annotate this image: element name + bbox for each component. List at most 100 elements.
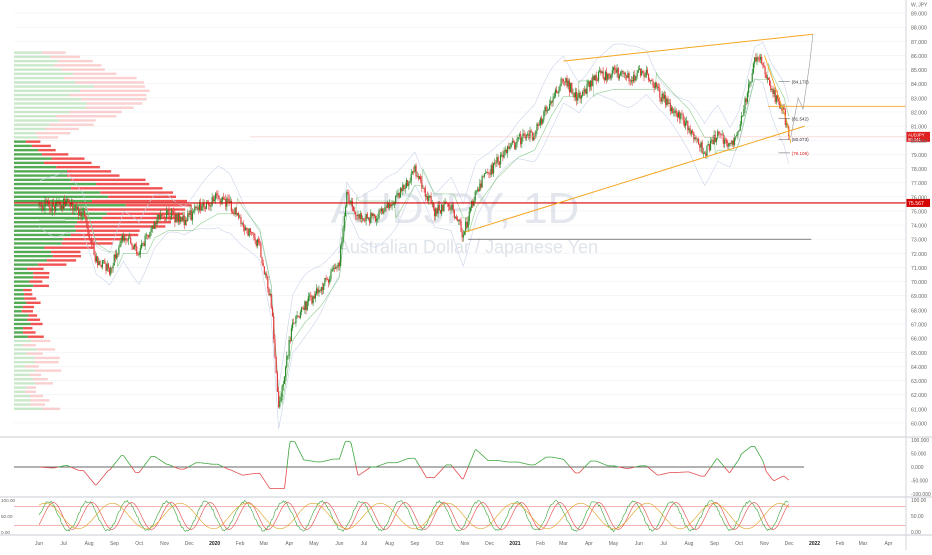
candle-body bbox=[174, 214, 175, 222]
candle-body bbox=[389, 204, 390, 208]
candle-body bbox=[733, 141, 734, 145]
candle-body bbox=[252, 233, 253, 234]
candle-body bbox=[339, 263, 340, 266]
candle-body bbox=[563, 79, 564, 81]
price-tick-label: 66.000 bbox=[911, 337, 927, 343]
candle-body bbox=[755, 57, 756, 61]
time-tick-label: Feb bbox=[536, 541, 545, 547]
candle-body bbox=[96, 256, 97, 261]
candle-body bbox=[642, 71, 643, 73]
profile-bar-down bbox=[38, 136, 58, 138]
candle-body bbox=[396, 195, 397, 196]
profile-bar-up bbox=[14, 327, 23, 329]
candle-body bbox=[626, 75, 627, 77]
candle-body bbox=[77, 207, 78, 208]
candle-body bbox=[127, 240, 128, 241]
candle-body bbox=[263, 263, 264, 266]
candle-body bbox=[487, 172, 488, 173]
hline-price-label: 75.567 bbox=[908, 201, 924, 207]
candle-body bbox=[280, 397, 281, 401]
candle-body bbox=[503, 151, 504, 157]
candle-body bbox=[360, 213, 361, 218]
candle-body bbox=[227, 199, 228, 200]
candle-body bbox=[165, 218, 166, 219]
candle-body bbox=[213, 197, 214, 201]
candle-body bbox=[187, 213, 188, 221]
candle-body bbox=[729, 143, 730, 144]
profile-bar-up bbox=[14, 263, 38, 265]
candle-body bbox=[317, 289, 318, 293]
time-tick-label: Sep bbox=[410, 541, 419, 547]
candle-body bbox=[368, 218, 369, 219]
candle-body bbox=[679, 112, 680, 119]
candle-body bbox=[515, 143, 516, 149]
candle-body bbox=[162, 216, 163, 217]
candle-body bbox=[585, 89, 586, 94]
candle-body bbox=[62, 206, 63, 209]
candle-body bbox=[513, 141, 514, 142]
candle-body bbox=[429, 196, 430, 197]
candle-body bbox=[483, 176, 484, 177]
price-tick-label: 73.000 bbox=[911, 238, 927, 244]
candle-body bbox=[784, 108, 785, 110]
candle-body bbox=[411, 173, 412, 181]
candle-body bbox=[437, 205, 438, 214]
time-tick-label: Mar bbox=[859, 541, 868, 547]
candle-body bbox=[92, 244, 93, 245]
profile-bar-up bbox=[14, 289, 23, 291]
candle-body bbox=[558, 91, 559, 93]
candle-body bbox=[54, 206, 55, 211]
candle-body bbox=[559, 86, 560, 91]
candle-body bbox=[555, 90, 556, 97]
candle-body bbox=[295, 316, 296, 323]
profile-bar-down bbox=[23, 331, 36, 333]
candle-body bbox=[572, 93, 573, 94]
profile-bar-up bbox=[14, 119, 59, 121]
profile-bar-up bbox=[14, 102, 87, 104]
candle-body bbox=[112, 265, 113, 268]
candle-body bbox=[703, 153, 704, 154]
candle-body bbox=[584, 89, 585, 93]
candle-body bbox=[426, 196, 427, 197]
profile-bar-up bbox=[14, 314, 28, 316]
candle-body bbox=[259, 242, 260, 243]
candle-body bbox=[256, 240, 257, 246]
candle-body bbox=[289, 340, 290, 356]
candle-body bbox=[499, 162, 500, 165]
profile-bar-up bbox=[14, 280, 29, 282]
candle-body bbox=[172, 211, 173, 212]
candle-body bbox=[296, 315, 297, 316]
candle-body bbox=[621, 71, 622, 72]
time-tick-label: Oct bbox=[135, 541, 143, 547]
rsi-tick-label: 0.000 bbox=[911, 465, 924, 471]
candle-body bbox=[314, 296, 315, 299]
candle-body bbox=[136, 247, 137, 254]
profile-bar-up bbox=[14, 157, 52, 159]
candle-body bbox=[734, 138, 735, 145]
candle-body bbox=[182, 215, 183, 220]
candle-body bbox=[670, 103, 671, 111]
candle-body bbox=[764, 67, 765, 74]
price-tick-label: 75.000 bbox=[911, 209, 927, 215]
candle-body bbox=[232, 211, 233, 213]
candle-body bbox=[768, 78, 769, 80]
profile-bar-up bbox=[14, 200, 92, 202]
candle-body bbox=[696, 137, 697, 139]
candle-body bbox=[758, 57, 759, 58]
profile-bar-down bbox=[23, 306, 34, 308]
candle-body bbox=[588, 81, 589, 84]
candle-body bbox=[358, 215, 359, 219]
candle-body bbox=[546, 107, 547, 112]
time-tick-label: Nov bbox=[760, 541, 769, 547]
candle-body bbox=[716, 138, 717, 142]
candle-body bbox=[82, 212, 83, 217]
rsi-segment bbox=[225, 468, 226, 469]
candle-body bbox=[217, 195, 218, 197]
candle-body bbox=[542, 119, 543, 123]
profile-bar-down bbox=[26, 140, 40, 142]
candle-body bbox=[399, 193, 400, 198]
candle-body bbox=[298, 315, 299, 316]
candle-body bbox=[286, 356, 287, 367]
candle-body bbox=[414, 166, 415, 172]
profile-bar-up bbox=[14, 77, 64, 79]
